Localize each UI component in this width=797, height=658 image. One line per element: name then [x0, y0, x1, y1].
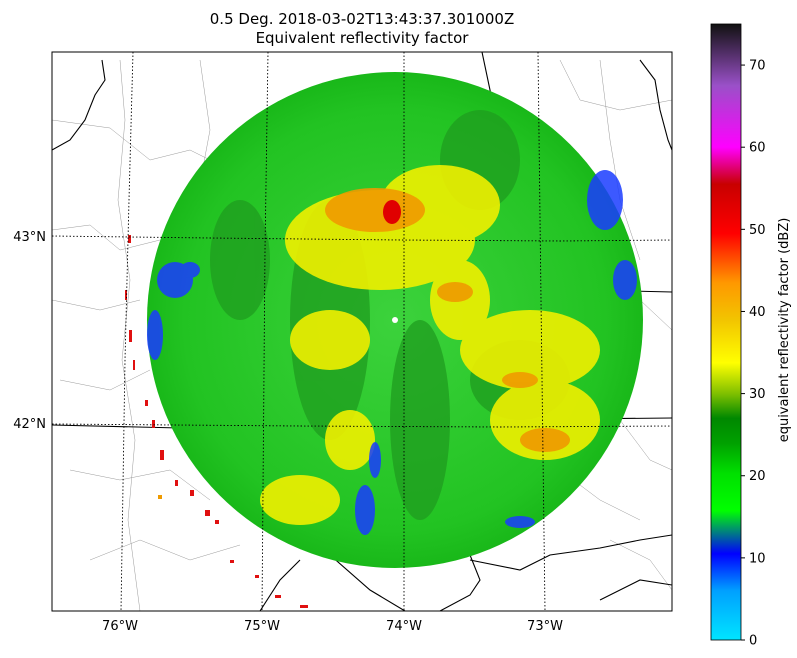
lat-tick-43n: 43°N [13, 230, 46, 245]
colorbar-label: equivalent reflectivity factor (dBZ) [777, 218, 792, 443]
plot-subtitle: Equivalent reflectivity factor [255, 29, 469, 47]
colorbar-tick-label: 30 [749, 387, 766, 402]
colorbar-tick-label: 0 [749, 634, 757, 649]
plot-title: 0.5 Deg. 2018-03-02T13:43:37.301000Z [209, 10, 515, 28]
lon-tick-74w: 74°W [386, 619, 422, 634]
lat-tick-42n: 42°N [13, 417, 46, 432]
colorbar-ticks: 0 10 20 30 40 50 60 70 [741, 59, 766, 649]
colorbar [710, 23, 742, 641]
graticule [52, 52, 672, 611]
lon-tick-73w: 73°W [527, 619, 563, 634]
colorbar-tick-label: 10 [749, 551, 766, 566]
lon-tick-75w: 75°W [244, 619, 280, 634]
colorbar-tick-label: 60 [749, 141, 766, 156]
radar-site-marker [392, 317, 398, 323]
colorbar-tick-label: 20 [749, 469, 766, 484]
lon-tick-76w: 76°W [102, 619, 138, 634]
map-frame [51, 51, 673, 612]
colorbar-tick-label: 70 [749, 59, 766, 74]
colorbar-tick-label: 40 [749, 305, 766, 320]
colorbar-tick-label: 50 [749, 223, 766, 238]
clutter-echoes [125, 235, 308, 608]
radar-sweep [147, 72, 643, 568]
